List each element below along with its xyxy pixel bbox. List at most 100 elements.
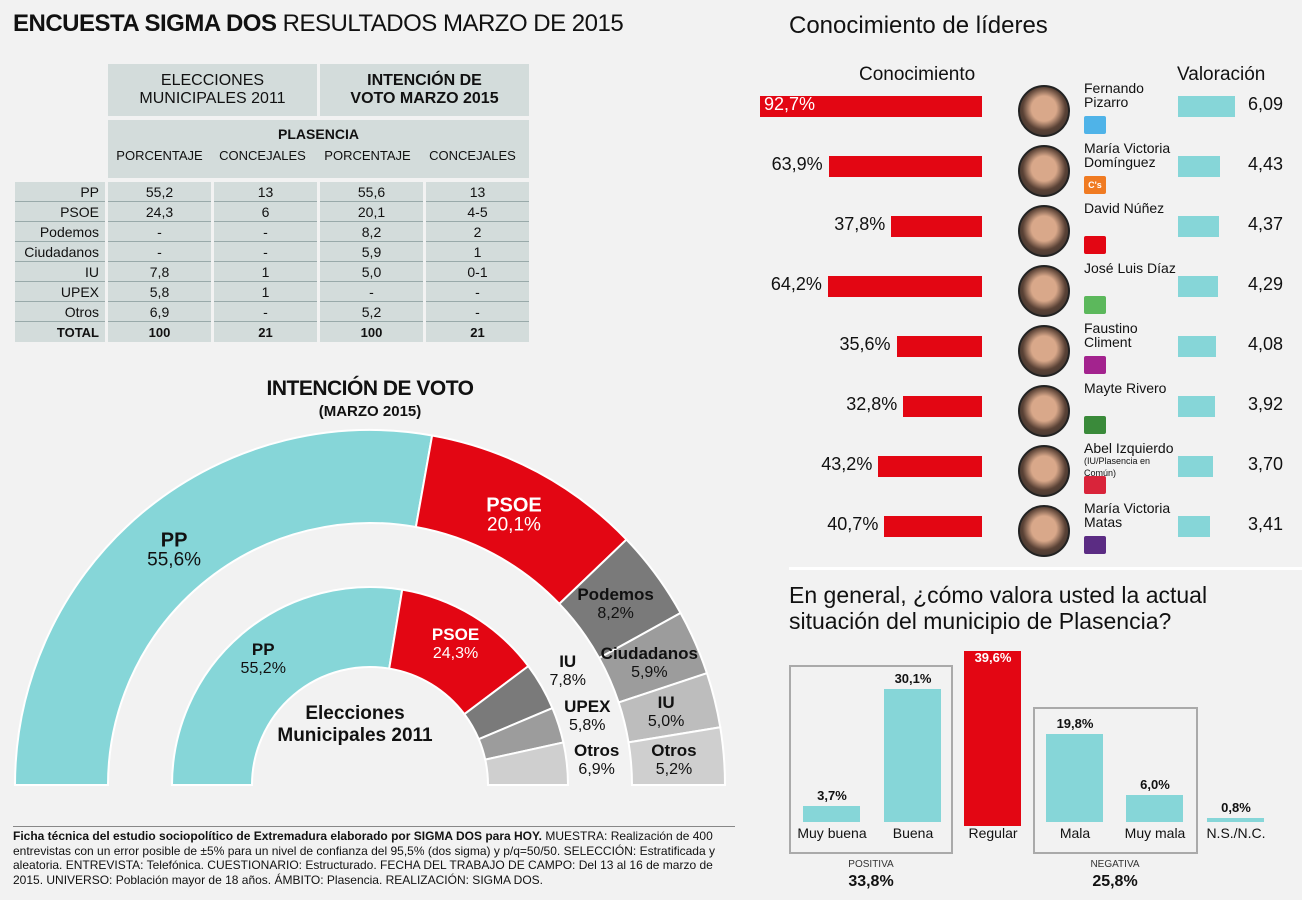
rating-bar — [1178, 276, 1219, 297]
bar-n-s-n-c- — [1207, 818, 1264, 822]
slice-value: 5,0% — [647, 712, 685, 730]
title-rest: RESULTADOS MARZO DE 2015 — [282, 10, 624, 37]
table-row: UPEX 5,8 1- - — [15, 282, 529, 302]
slice-label: Ciudadanos 5,9% — [601, 644, 698, 682]
rating-header: Valoración — [1177, 64, 1266, 85]
known-bar — [884, 516, 982, 537]
table-cell: 55,2 — [108, 182, 211, 202]
known-bar — [759, 96, 982, 117]
bar-mala — [1046, 734, 1103, 822]
slice-value: 6,9% — [578, 761, 615, 779]
table-cell: 13 — [426, 182, 529, 202]
table-cell: 0-1 — [426, 262, 529, 282]
ficha-bold: Ficha técnica del estudio sociopolítico … — [13, 829, 543, 843]
slice-name: Otros — [651, 741, 697, 761]
blank — [15, 64, 105, 120]
col-conc: CONCEJALES — [429, 148, 516, 163]
slice-pp — [170, 586, 404, 786]
leader-row: 64,2% José Luis Díaz 4,29 — [760, 261, 1302, 326]
bar-category: Buena — [892, 825, 934, 841]
table-cell: - — [214, 242, 317, 262]
known-bar — [827, 276, 982, 297]
bar-value: 6,0% — [1140, 777, 1170, 793]
rating-bar — [1178, 516, 1211, 537]
slice-label: IU 7,8% — [549, 652, 585, 690]
leader-row: 37,8% David Núñez 4,37 — [760, 201, 1302, 266]
leader-photo — [1018, 445, 1070, 497]
leader-note: (IU/Plasencia en Común) — [1084, 456, 1151, 478]
group-label: NEGATIVA — [1090, 859, 1140, 870]
rating-value: 3,92 — [1247, 394, 1283, 414]
table-cell: 21 — [214, 322, 317, 342]
leader-name: Fernando Pizarro — [1084, 81, 1184, 109]
slice-label: PSOE 24,3% — [432, 625, 479, 663]
party-logo-icon — [1084, 356, 1106, 374]
leader-row: 32,8% Mayte Rivero 3,92 — [760, 381, 1302, 446]
slice-value: 7,8% — [549, 672, 586, 690]
table-cell: 21 — [426, 322, 529, 342]
bar-buena — [884, 688, 941, 822]
slice-value: 5,9% — [631, 663, 668, 681]
bar-muy-buena — [803, 805, 860, 822]
table-cell: 4-5 — [426, 202, 529, 222]
subheader: PLASENCIA PORCENTAJE CONCEJALES PORCENTAJE… — [108, 120, 529, 182]
slice-label: Otros 5,2% — [651, 741, 696, 779]
slice-label: IU 5,0% — [648, 693, 684, 731]
party-name: Podemos — [15, 222, 105, 242]
known-value: 40,7% — [827, 514, 879, 534]
party-logo-icon — [1084, 416, 1106, 434]
technical-sheet: Ficha técnica del estudio sociopolítico … — [13, 829, 739, 887]
page-title: ENCUESTA SIGMA DOS RESULTADOS MARZO DE 2… — [13, 10, 624, 38]
table-row: PP 55,2 13 55,6 13 — [15, 182, 529, 202]
table-cell: - — [214, 302, 317, 322]
table-row: IU 7,8 1 5,0 0-1 — [15, 262, 529, 282]
slice-label: Podemos 8,2% — [577, 585, 654, 623]
known-value: 37,8% — [834, 214, 886, 234]
party-name: IU — [15, 262, 105, 282]
rating-bar — [1178, 96, 1236, 117]
slice-otros — [627, 726, 727, 786]
party-name: UPEX — [15, 282, 105, 302]
slice-name: Ciudadanos — [600, 643, 698, 663]
name-text: Fernando Pizarro — [1084, 80, 1144, 110]
name-text: David Núñez — [1084, 200, 1165, 216]
bar-value: 39,6% — [974, 650, 1012, 665]
table-cell: - — [214, 222, 317, 242]
table-cell: 8,2 — [320, 222, 423, 242]
rating-value: 4,37 — [1247, 214, 1283, 234]
table-cell: 5,9 — [320, 242, 423, 262]
table-cell: 1 — [214, 282, 317, 302]
slice-label: PSOE 20,1% — [486, 494, 542, 536]
slice-name: PSOE — [486, 494, 542, 517]
bar-value: 0,8% — [1221, 800, 1251, 816]
leader-photo — [1018, 505, 1070, 557]
party-logo-icon — [1084, 116, 1106, 134]
rating-value: 3,70 — [1247, 454, 1283, 474]
table-cell: - — [108, 242, 211, 262]
slice-value: 8,2% — [597, 605, 634, 623]
known-bar — [891, 216, 982, 237]
bar-value: 3,7% — [817, 787, 847, 803]
results-table: ELECCIONES MUNICIPALES 2011 INTENCIÓN DE… — [12, 64, 532, 342]
leader-name: Mayte Rivero — [1084, 381, 1184, 395]
known-value: 64,2% — [770, 274, 822, 294]
known-bar — [828, 156, 982, 177]
bar-muy-mala — [1126, 795, 1183, 822]
leader-row: 40,7% María Victoria Matas 3,41 — [760, 501, 1302, 566]
bar-category: Muy mala — [1124, 825, 1186, 841]
slice-value: 24,3% — [432, 644, 479, 662]
vote-chart-title: INTENCIÓN DE VOTO — [266, 377, 474, 400]
divider — [13, 826, 735, 827]
name-text: María Victoria Domínguez — [1084, 140, 1171, 170]
leader-photo — [1018, 205, 1070, 257]
name-text: Abel Izquierdo — [1084, 440, 1174, 456]
table-cell: 1 — [214, 262, 317, 282]
table-cell: 7,8 — [108, 262, 211, 282]
divider — [789, 567, 1302, 570]
known-value: 63,9% — [771, 154, 823, 174]
party-logo-icon — [1084, 236, 1106, 254]
group-value: 33,8% — [848, 873, 894, 890]
group-value: 25,8% — [1092, 873, 1138, 890]
known-bar — [896, 336, 982, 357]
slice-name: PP — [251, 640, 275, 660]
